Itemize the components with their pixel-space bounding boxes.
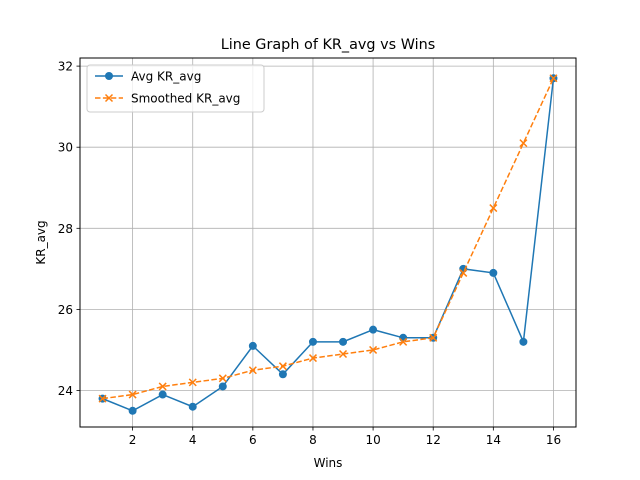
series-line-smoothed: [102, 77, 555, 400]
data-point-smoothed: [429, 333, 438, 342]
data-point-avg: [399, 333, 408, 342]
data-point-smoothed: [549, 74, 558, 83]
x-axis-label: Wins: [314, 456, 343, 470]
plot-frame: [79, 57, 577, 428]
x-tick-label: 16: [546, 433, 561, 447]
data-point-avg: [248, 341, 257, 350]
legend-marker-smoothed: [104, 93, 114, 103]
data-point-smoothed: [98, 394, 107, 403]
data-point-avg: [519, 337, 528, 346]
grid: [80, 58, 576, 427]
data-point-smoothed: [369, 345, 378, 354]
data-point-avg: [188, 402, 197, 411]
y-tick-label: 24: [58, 384, 73, 398]
data-point-smoothed: [218, 374, 227, 383]
data-point-smoothed: [489, 204, 498, 213]
data-point-smoothed: [248, 366, 257, 375]
data-point-avg: [339, 337, 348, 346]
series-layer: [98, 74, 558, 415]
data-point-smoothed: [278, 362, 287, 371]
data-point-smoothed: [338, 349, 348, 359]
x-tick-label: 14: [486, 433, 501, 447]
legend: Avg KR_avg Smoothed KR_avg: [86, 64, 265, 113]
legend-label-smoothed: Smoothed KR_avg: [131, 92, 240, 106]
y-tick-label: 30: [58, 141, 73, 155]
x-tick-label: 8: [309, 433, 317, 447]
x-tick-label: 2: [129, 433, 137, 447]
data-point-avg: [308, 337, 317, 346]
y-tick-label: 28: [58, 222, 73, 236]
x-tick-label: 6: [249, 433, 257, 447]
x-tick-label: 4: [189, 433, 197, 447]
data-point-smoothed: [188, 378, 197, 387]
y-axis-label: KR_avg: [34, 220, 48, 264]
data-point-avg: [128, 406, 137, 415]
chart-title: Line Graph of KR_avg vs Wins: [221, 37, 436, 53]
data-point-avg: [369, 325, 378, 334]
data-point-avg: [218, 382, 227, 391]
data-point-smoothed: [459, 268, 468, 277]
y-tick-label: 26: [58, 303, 73, 317]
data-point-smoothed: [308, 354, 318, 363]
data-point-avg: [278, 370, 287, 379]
data-point-avg: [158, 390, 167, 399]
legend-box: [86, 64, 265, 113]
x-tick-label: 10: [365, 433, 380, 447]
data-point-smoothed: [128, 390, 137, 399]
x-tick-label: 12: [426, 433, 441, 447]
legend-label-avg: Avg KR_avg: [131, 70, 201, 84]
legend-marker-avg: [105, 72, 113, 80]
y-tick-label: 32: [58, 60, 73, 74]
data-point-smoothed: [158, 382, 167, 391]
data-point-smoothed: [399, 337, 408, 346]
series-line-avg: [102, 78, 555, 412]
data-point-smoothed: [519, 139, 528, 148]
data-point-avg: [489, 268, 498, 277]
